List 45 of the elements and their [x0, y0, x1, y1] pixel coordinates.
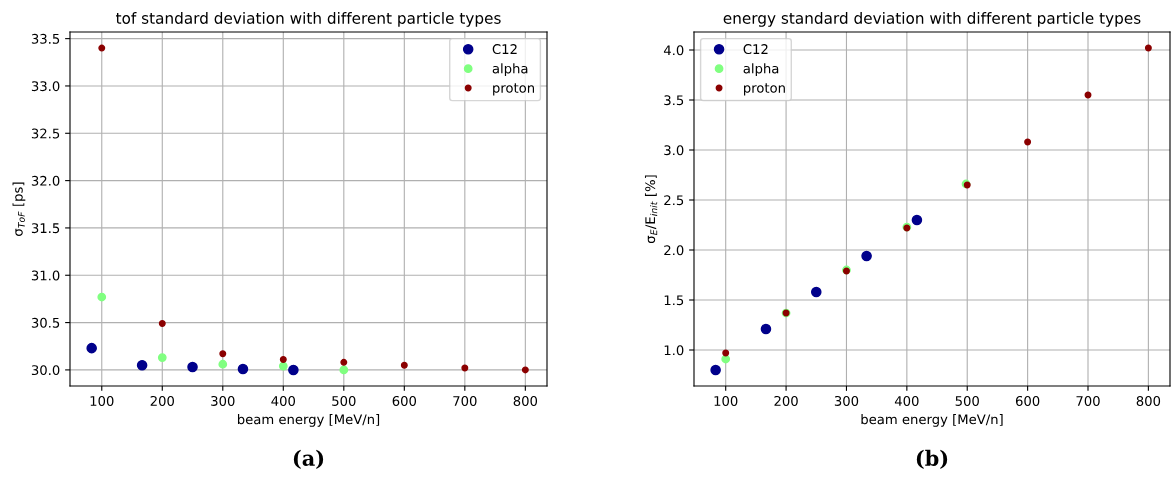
- text: (a): [293, 449, 324, 469]
- y-tick-label: 33.0: [31, 81, 60, 92]
- x-tick-label: 400: [271, 395, 296, 406]
- y-tick-label: 3.5: [664, 95, 684, 106]
- chart-title: energy standard deviation with different particle types: [723, 12, 1141, 27]
- x-tick-label: 100: [90, 395, 114, 406]
- x-tick-label: 400: [894, 395, 919, 406]
- x-tick-label: 300: [834, 395, 859, 406]
- x-tick-label: 600: [1015, 395, 1040, 406]
- y-tick-label: 30.5: [31, 317, 60, 328]
- legend-label: proton: [744, 83, 785, 96]
- chart-title: tof standard deviation with different particle types: [115, 12, 501, 27]
- x-tick-label: 300: [211, 395, 235, 406]
- x-tick-label: 600: [392, 395, 417, 406]
- y-tick-label: 31.0: [31, 270, 60, 281]
- y-tick-label: 4.0: [663, 45, 684, 56]
- legend-label: proton: [493, 83, 534, 96]
- y-tick-label: 32.0: [31, 175, 60, 186]
- y-axis-title: σ$_{ToF}$ [ps]: [12, 182, 26, 236]
- x-tick-label: 800: [1136, 395, 1161, 406]
- x-tick-label: 700: [453, 395, 477, 406]
- x-tick-label: 500: [332, 395, 356, 406]
- y-tick-label: 31.5: [31, 223, 60, 234]
- legend-label: C12: [743, 44, 768, 55]
- y-axis-title: σ$_{E}$/E$_{init}$ [%]: [644, 175, 658, 244]
- x-tick-label: 700: [1076, 395, 1100, 406]
- legend-label: alpha: [492, 63, 528, 77]
- legend-label: C12: [492, 44, 517, 55]
- text: (b): [916, 449, 948, 469]
- y-tick-label: 2.0: [664, 245, 684, 256]
- y-tick-label: 2.5: [664, 195, 684, 206]
- y-tick-label: 1.0: [664, 345, 684, 356]
- x-tick-label: 200: [150, 395, 174, 406]
- y-tick-label: 32.5: [31, 128, 60, 139]
- legend-label: alpha: [743, 63, 779, 77]
- x-axis-title: beam energy [MeV/n]: [237, 414, 380, 427]
- x-tick-label: 100: [714, 395, 738, 406]
- y-tick-label: 1.5: [664, 295, 684, 306]
- y-tick-label: 30.0: [31, 365, 60, 376]
- x-tick-label: 500: [955, 395, 979, 406]
- x-tick-label: 800: [513, 395, 538, 406]
- y-tick-label: 3.0: [664, 145, 684, 156]
- x-tick-label: 200: [774, 395, 798, 406]
- x-axis-title: beam energy [MeV/n]: [861, 414, 1003, 427]
- y-tick-label: 33.5: [31, 33, 60, 44]
